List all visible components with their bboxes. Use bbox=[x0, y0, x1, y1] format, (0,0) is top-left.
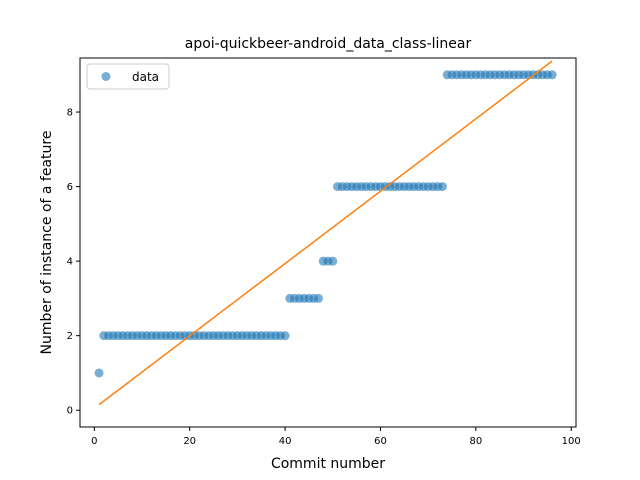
x-tick-label: 80 bbox=[469, 436, 482, 447]
axes-frame bbox=[79, 57, 577, 428]
chart-title: apoi-quickbeer-android_data_class-linear bbox=[185, 36, 472, 52]
data-point bbox=[547, 70, 557, 80]
plot-area bbox=[94, 60, 557, 406]
fit-line bbox=[98, 60, 553, 406]
legend-box bbox=[86, 63, 170, 90]
y-tick-label: 2 bbox=[67, 331, 73, 342]
x-axis-label: Commit number bbox=[271, 456, 385, 472]
y-axis: 0 2 4 6 8 bbox=[67, 108, 80, 417]
x-tick-label: 40 bbox=[279, 436, 292, 447]
y-axis-label: Number of instance of a feature bbox=[39, 131, 55, 355]
data-point bbox=[437, 182, 447, 192]
x-tick-label: 0 bbox=[91, 436, 97, 447]
data-point bbox=[94, 368, 104, 378]
y-tick-label: 6 bbox=[67, 182, 73, 193]
x-tick-label: 20 bbox=[183, 436, 196, 447]
y-tick-label: 4 bbox=[67, 257, 73, 268]
data-point bbox=[328, 256, 338, 266]
data-point bbox=[313, 293, 323, 303]
x-axis: 0 20 40 60 80 100 bbox=[91, 427, 581, 447]
legend-marker bbox=[101, 72, 111, 81]
x-tick-label: 60 bbox=[374, 436, 387, 447]
data-point bbox=[280, 331, 290, 341]
legend-label: data bbox=[132, 70, 159, 84]
y-tick-label: 0 bbox=[67, 406, 73, 417]
y-tick-label: 8 bbox=[67, 108, 73, 119]
legend: data bbox=[86, 63, 170, 90]
x-tick-label: 100 bbox=[562, 436, 581, 447]
